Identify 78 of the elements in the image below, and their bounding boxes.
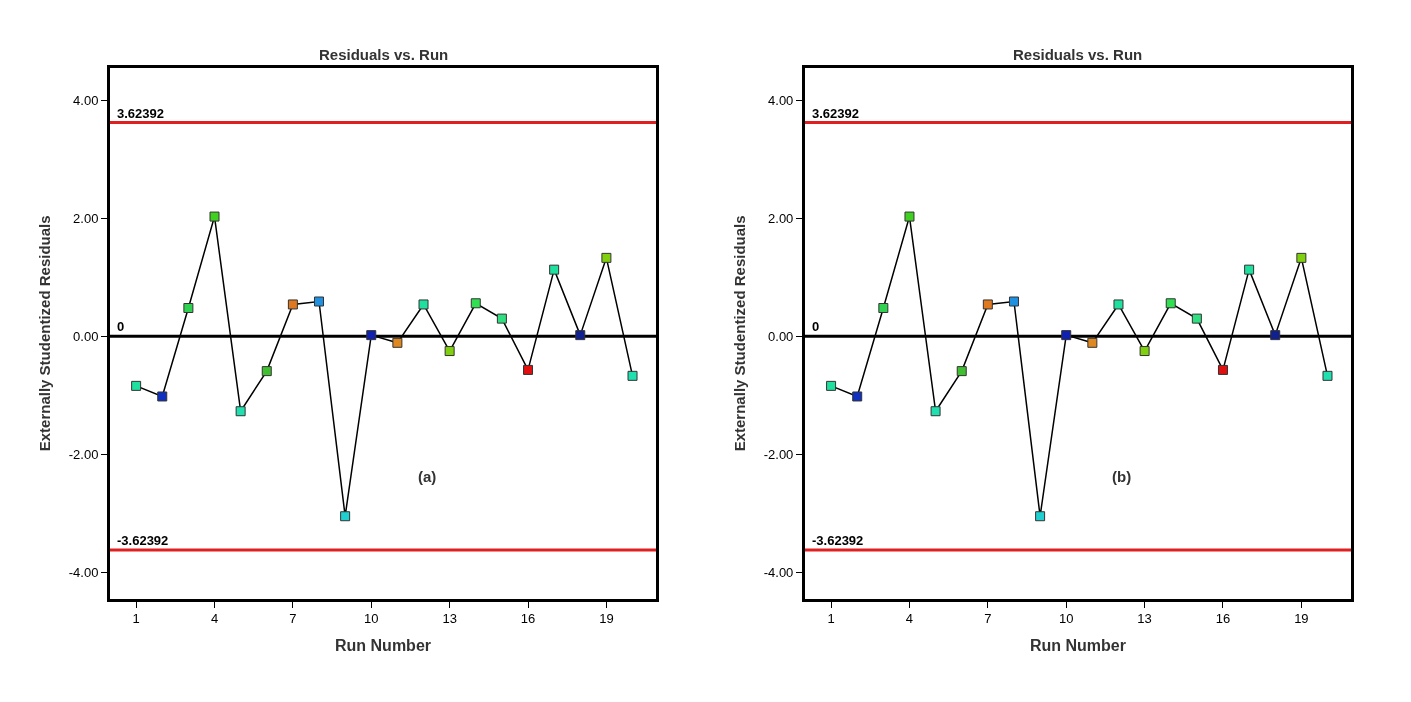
x-tick-label: 1 [827, 611, 835, 627]
point [1165, 298, 1176, 309]
chart-title: Residuals vs. Run [319, 46, 449, 63]
point [1191, 313, 1202, 324]
ref-line-label: 0 [117, 319, 125, 334]
point [878, 303, 889, 313]
point [1217, 364, 1228, 375]
point [1296, 252, 1307, 263]
x-tick-label: 13 [442, 611, 457, 627]
point [826, 380, 837, 391]
x-tick-label: 4 [210, 611, 219, 627]
y-tick-label: 0.00 [73, 328, 99, 344]
point [131, 380, 142, 391]
point [1035, 511, 1046, 522]
x-tick-label: 7 [984, 611, 992, 627]
point [392, 337, 403, 348]
point [627, 370, 638, 381]
point [1087, 337, 1098, 348]
point [956, 366, 967, 377]
point [1270, 330, 1281, 341]
point [601, 252, 612, 263]
point [444, 346, 455, 357]
point [1061, 330, 1072, 341]
point [366, 330, 377, 341]
chart-title: Residuals vs. Run [1013, 46, 1143, 63]
point [852, 391, 863, 402]
y-tick-label: -4.00 [68, 564, 99, 580]
x-tick-label: 7 [289, 611, 297, 627]
x-tick-label: 16 [520, 611, 536, 627]
point [904, 211, 915, 222]
point [523, 364, 534, 375]
ref-line-label: 3.62392 [117, 106, 164, 121]
point [235, 406, 246, 417]
point [418, 299, 429, 310]
point [496, 313, 507, 324]
x-tick-label: 16 [1215, 611, 1231, 627]
point [340, 511, 351, 522]
point [314, 296, 325, 307]
x-tick-label: 19 [599, 611, 614, 627]
y-axis-title: Externally Studentized Residuals [730, 215, 748, 452]
point [1139, 346, 1150, 357]
ref-line-label: -3.62392 [117, 533, 169, 548]
point [1008, 296, 1019, 307]
point [261, 366, 272, 377]
point [549, 264, 560, 275]
y-axis-title: Externally Studentized Residuals [36, 215, 54, 452]
x-tick-label: 10 [364, 611, 379, 627]
point [470, 298, 481, 309]
x-tick-label: 13 [1137, 611, 1152, 627]
annotation: (a) [418, 468, 437, 485]
y-tick-label: 4.00 [73, 92, 99, 108]
x-tick-label: 4 [905, 611, 914, 627]
ref-line-label: 3.62392 [812, 106, 859, 121]
x-tick-label: 1 [132, 611, 140, 627]
point [930, 406, 941, 417]
ref-line-label: -3.62392 [812, 533, 864, 548]
y-tick-label: 0.00 [768, 328, 794, 344]
point [287, 299, 298, 310]
point [575, 330, 586, 341]
y-tick-label: 4.00 [768, 92, 794, 108]
y-tick-label: 2.00 [73, 210, 99, 226]
point [209, 211, 220, 222]
annotation: (b) [1112, 468, 1132, 485]
y-tick-label: -2.00 [68, 446, 99, 462]
y-tick-label: -4.00 [763, 564, 794, 580]
y-tick-label: -2.00 [763, 446, 794, 462]
point [157, 391, 168, 402]
x-tick-label: 19 [1294, 611, 1309, 627]
ref-line-label: 0 [812, 319, 820, 334]
point [183, 303, 194, 313]
point [982, 299, 993, 310]
y-tick-label: 2.00 [768, 210, 794, 226]
x-axis-title: Run Number [1029, 637, 1126, 655]
point [1113, 299, 1124, 310]
x-axis-title: Run Number [335, 637, 432, 655]
point [1244, 264, 1255, 275]
point [1322, 370, 1333, 381]
x-tick-label: 10 [1058, 611, 1074, 627]
